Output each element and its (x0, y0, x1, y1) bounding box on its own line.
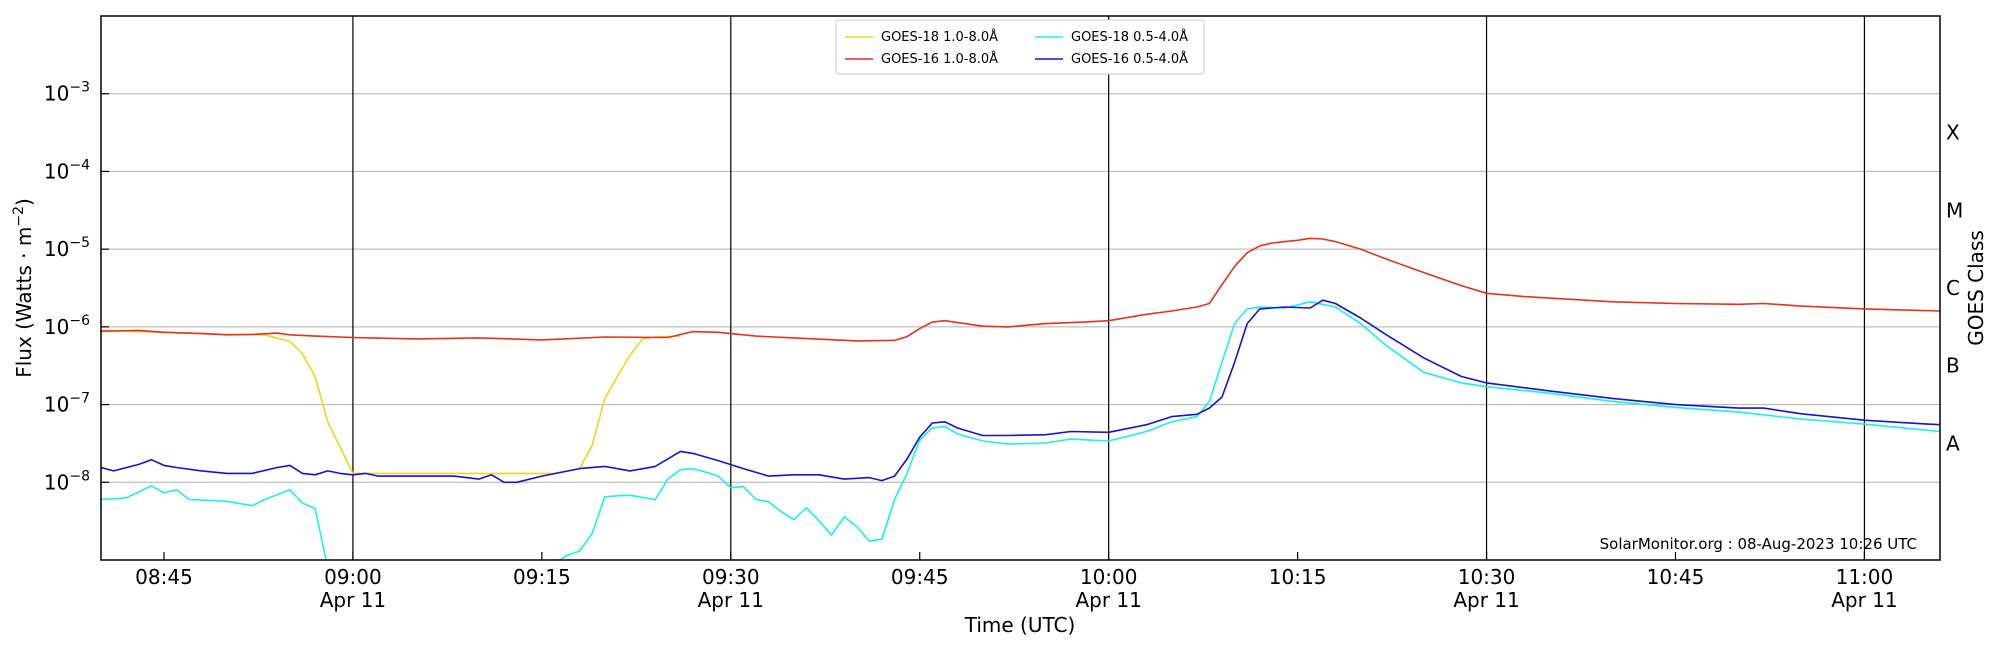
y-tick-label-2: 10−6 (44, 313, 90, 339)
x-tick-label-2: 09:15 (513, 565, 571, 589)
goes-class-label-m: M (1946, 198, 1963, 222)
x-tick-date-3: Apr 11 (698, 588, 764, 612)
x-tick-date-7: Apr 11 (1453, 588, 1519, 612)
x-tick-label-0: 08:45 (135, 565, 193, 589)
y-tick-label-4: 10−4 (44, 157, 90, 183)
y-tick-label-1: 10−7 (44, 391, 90, 417)
y-tick-label-5: 10−3 (44, 80, 90, 106)
y-tick-label-0: 10−8 (44, 468, 90, 494)
y-axis-title-close: ) (12, 198, 36, 206)
x-tick-label-7: 10:30 (1458, 565, 1516, 589)
legend-label-goes16-long: GOES-16 1.0-8.0Å (881, 51, 998, 67)
x-tick-label-6: 10:15 (1269, 565, 1327, 589)
plot-frame (100, 15, 1941, 561)
x-axis-title: Time (UTC) (964, 613, 1076, 637)
right-axis-title: GOES Class (1964, 230, 1988, 346)
legend-frame (835, 19, 1205, 75)
goes-class-label-a: A (1946, 431, 1960, 455)
legend-label-goes16-short: GOES-16 0.5-4.0Å (1071, 51, 1188, 67)
legend: GOES-18 1.0-8.0Å GOES-16 1.0-8.0Å GOES-1… (835, 19, 1205, 75)
x-tick-label-5: 10:00 (1080, 565, 1138, 589)
goes-class-label-x: X (1946, 121, 1960, 145)
x-tick-label-4: 09:45 (891, 565, 949, 589)
credit-text: SolarMonitor.org : 08-Aug-2023 10:26 UTC (1600, 535, 1917, 553)
x-tick-label-9: 11:00 (1836, 565, 1894, 589)
legend-label-goes18-short: GOES-18 0.5-4.0Å (1071, 29, 1188, 45)
legend-label-goes18-long: GOES-18 1.0-8.0Å (881, 29, 998, 45)
grid-layer (101, 93, 1940, 483)
goes-class-labels: A B C M X (1946, 121, 1963, 456)
y-axis-ticks: 10−8 10−7 10−6 10−5 10−4 10−3 (44, 80, 109, 494)
series-line-3 (101, 299, 1940, 484)
y-tick-label-3: 10−5 (44, 235, 90, 261)
goes-class-label-c: C (1946, 276, 1960, 300)
y-axis-title: Flux (Watts · m−2) (11, 198, 36, 378)
x-tick-date-5: Apr 11 (1075, 588, 1141, 612)
x-tick-label-1: 09:00 (324, 565, 382, 589)
series-layer (101, 237, 1940, 560)
goes-class-label-b: B (1946, 354, 1960, 378)
x-tick-label-8: 10:45 (1647, 565, 1705, 589)
x-tick-date-9: Apr 11 (1831, 588, 1897, 612)
vertical-time-markers (352, 16, 1866, 560)
y-axis-title-exponent: −2 (11, 206, 27, 227)
series-line-2 (101, 300, 1940, 560)
x-tick-date-1: Apr 11 (320, 588, 386, 612)
series-line-1 (101, 237, 1940, 342)
x-tick-label-3: 09:30 (702, 565, 760, 589)
